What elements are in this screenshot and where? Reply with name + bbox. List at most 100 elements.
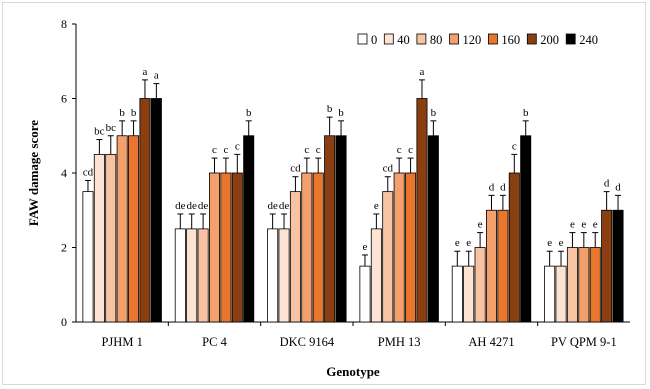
significance-letter: a	[143, 66, 148, 78]
significance-letter: e	[593, 219, 598, 231]
category-label: PJHM 1	[101, 335, 142, 349]
bar-200	[508, 172, 520, 323]
bar-80	[105, 153, 117, 323]
bar-200	[416, 98, 428, 323]
bar-0	[544, 265, 556, 323]
significance-letter: d	[500, 181, 506, 193]
significance-letter: b	[431, 107, 437, 119]
error-bars	[84, 79, 622, 267]
significance-letter: de	[279, 200, 290, 212]
significance-letter: b	[131, 107, 137, 119]
bar-80	[566, 247, 578, 323]
bar-40	[278, 228, 290, 323]
bar-160	[405, 172, 417, 323]
legend-label: 40	[397, 33, 410, 47]
significance-letter: e	[374, 200, 379, 212]
y-axis-title: FAW damage score	[26, 120, 41, 226]
legend-label: 0	[371, 33, 377, 47]
significance-letter: e	[363, 241, 368, 253]
significance-letter: de	[175, 200, 186, 212]
y-tick-label: 4	[61, 166, 67, 180]
significance-letter: cd	[83, 166, 94, 178]
legend-swatch-240	[565, 33, 576, 45]
bar-200	[231, 172, 243, 323]
significance-letter: a	[154, 70, 159, 82]
significance-letter: de	[267, 200, 278, 212]
bar-80	[382, 191, 394, 323]
category-label: PC 4	[202, 335, 227, 349]
legend-swatch-200	[526, 33, 537, 45]
significance-letter: d	[615, 181, 621, 193]
significance-letter: cd	[383, 163, 394, 175]
y-axis: 0 2 4 6 8	[61, 17, 77, 329]
significance-letter: c	[223, 144, 228, 156]
significance-letter: b	[327, 103, 333, 115]
significance-letter: c	[235, 140, 240, 152]
significance-letter: e	[547, 237, 552, 249]
bar-200	[601, 209, 613, 323]
significance-letter: de	[198, 200, 209, 212]
significance-letter: bc	[94, 125, 105, 137]
legend-swatch-80	[416, 33, 427, 45]
significance-letter: b	[523, 107, 529, 119]
significance-letter: cd	[290, 163, 301, 175]
significance-letter: e	[455, 237, 460, 249]
bar-40	[186, 228, 198, 323]
significance-letter: e	[478, 219, 483, 231]
significance-letter: c	[512, 140, 517, 152]
bar-160	[220, 172, 232, 323]
significance-letter: c	[397, 144, 402, 156]
legend: 0 40 80 120 160 200 240	[357, 33, 598, 47]
bar-200	[139, 98, 151, 323]
legend-label: 240	[579, 33, 598, 47]
bars	[82, 98, 624, 323]
bar-240	[243, 135, 255, 323]
bar-240	[427, 135, 439, 323]
x-axis-title: Genotype	[326, 364, 380, 379]
bar-120	[208, 172, 220, 323]
legend-swatch-160	[487, 33, 498, 45]
legend-swatch-40	[383, 33, 394, 45]
bar-40	[555, 265, 567, 323]
bar-160	[128, 135, 140, 323]
x-axis: PJHM 1 PC 4 DKC 9164 PMH 13 AH 4271 PV QPM 9-…	[76, 321, 630, 349]
y-tick-label: 0	[61, 315, 67, 329]
y-tick-label: 6	[61, 92, 67, 106]
bar-240	[335, 135, 347, 323]
significance-letter: de	[187, 200, 198, 212]
bar-40	[370, 228, 382, 323]
legend-label: 120	[463, 33, 482, 47]
y-tick-label: 8	[61, 17, 67, 31]
category-label: PMH 13	[378, 335, 421, 349]
bar-120	[485, 209, 497, 323]
significance-letter: e	[581, 219, 586, 231]
significance-letter: c	[316, 144, 321, 156]
significance-letter: e	[559, 237, 564, 249]
significance-letter: e	[570, 219, 575, 231]
legend-label: 160	[501, 33, 520, 47]
bar-240	[612, 209, 624, 323]
bar-0	[267, 228, 279, 323]
significance-letter: c	[212, 144, 217, 156]
bar-80	[474, 247, 486, 323]
bar-0	[82, 191, 94, 323]
significance-letter: c	[408, 144, 413, 156]
bar-40	[463, 265, 475, 323]
bar-0	[451, 265, 463, 323]
bar-120	[578, 247, 590, 323]
significance-letter: bc	[106, 122, 117, 134]
bar-0	[359, 265, 371, 323]
significance-letter: b	[119, 107, 125, 119]
bar-0	[174, 228, 186, 323]
bar-80	[197, 228, 209, 323]
category-label: AH 4271	[468, 335, 514, 349]
bar-240	[520, 135, 532, 323]
significance-letter: d	[604, 178, 610, 190]
category-label: PV QPM 9-1	[551, 335, 617, 349]
bar-80	[289, 191, 301, 323]
bar-120	[116, 135, 128, 323]
significance-letter: d	[489, 181, 495, 193]
bar-160	[312, 172, 324, 323]
